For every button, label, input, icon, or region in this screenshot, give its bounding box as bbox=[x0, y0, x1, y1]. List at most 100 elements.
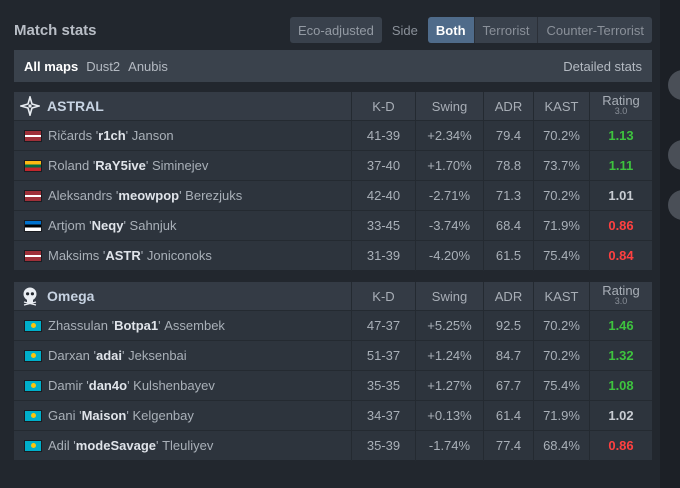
player-row[interactable]: Roland ' RaY5ive ' Siminejev 37-40 +1.70% 78.… bbox=[14, 150, 652, 181]
side-option-terrorist[interactable]: Terrorist bbox=[473, 17, 538, 43]
kazakhstan-sun-icon bbox=[31, 412, 36, 418]
player-name-cell[interactable]: Roland ' RaY5ive ' Siminejev bbox=[14, 158, 351, 173]
player-name-cell[interactable]: Gani ' Maison ' Kelgenbay bbox=[14, 408, 351, 423]
latvia-flag-icon bbox=[24, 189, 42, 202]
adr-value: 84.7 bbox=[483, 340, 533, 371]
adr-header[interactable]: ADR bbox=[483, 282, 533, 310]
swing-value: -2.71% bbox=[415, 180, 483, 211]
omega-skull-icon[interactable] bbox=[20, 286, 40, 306]
player-name-cell[interactable]: Darxan ' adai ' Jeksenbai bbox=[14, 348, 351, 363]
kazakhstan-flag-icon bbox=[24, 409, 42, 422]
avatar[interactable] bbox=[668, 190, 680, 220]
team-header: Omega K-D Swing ADR KAST Rating 3.0 bbox=[14, 282, 652, 310]
map-tab-dust2[interactable]: Dust2 bbox=[86, 58, 121, 74]
kast-value: 68.4% bbox=[533, 430, 589, 461]
rating-version: 3.0 bbox=[614, 296, 628, 306]
avatar[interactable] bbox=[668, 140, 680, 170]
player-name-cell[interactable]: Aleksandrs ' meowpop ' Berezjuks bbox=[14, 188, 351, 203]
adr-value: 92.5 bbox=[483, 310, 533, 341]
rating-value: 1.46 bbox=[589, 310, 652, 341]
side-label: Side bbox=[391, 22, 418, 38]
swing-value: -3.74% bbox=[415, 210, 483, 241]
detailed-stats-link[interactable]: Detailed stats bbox=[563, 58, 642, 74]
adr-value: 79.4 bbox=[483, 120, 533, 151]
lithuania-flag-icon bbox=[24, 159, 42, 172]
player-row[interactable]: Adil ' modeSavage ' Tleuliyev 35-39 -1.74% 77… bbox=[14, 430, 652, 461]
player-name-cell[interactable]: Ričards ' r1ch ' Janson bbox=[14, 128, 351, 143]
map-tab-all-maps[interactable]: All maps bbox=[24, 58, 79, 74]
adr-value: 67.7 bbox=[483, 370, 533, 401]
player-row[interactable]: Darxan ' adai ' Jeksenbai 51-37 +1.24% 84.7 70… bbox=[14, 340, 652, 371]
player-last-name: Kelgenbay bbox=[132, 408, 194, 423]
eco-adjusted-toggle[interactable]: Eco-adjusted bbox=[289, 17, 382, 43]
kast-value: 70.2% bbox=[533, 180, 589, 211]
player-first-name: Maksims bbox=[48, 248, 100, 263]
team-name[interactable]: Omega bbox=[47, 288, 95, 304]
rating-header-label: Rating bbox=[602, 93, 640, 108]
player-name-cell[interactable]: Artjom ' Neqy ' Sahnjuk bbox=[14, 218, 351, 233]
player-row[interactable]: Maksims ' ASTR ' Joniconoks 31-39 -4.20% 61.5… bbox=[14, 240, 652, 271]
kd-value: 34-37 bbox=[351, 400, 415, 431]
kazakhstan-sun-icon bbox=[31, 352, 36, 358]
page-title: Match stats bbox=[14, 21, 97, 39]
player-first-name: Roland bbox=[48, 158, 90, 173]
kast-value: 71.9% bbox=[533, 210, 589, 241]
player-first-name: Aleksandrs bbox=[48, 188, 113, 203]
rating-value: 0.84 bbox=[589, 240, 652, 271]
player-name-cell[interactable]: Adil ' modeSavage ' Tleuliyev bbox=[14, 438, 351, 453]
rating-header[interactable]: Rating 3.0 bbox=[589, 92, 652, 120]
swing-value: +1.70% bbox=[415, 150, 483, 181]
kd-value: 31-39 bbox=[351, 240, 415, 271]
rating-value: 1.02 bbox=[589, 400, 652, 431]
player-row[interactable]: Aleksandrs ' meowpop ' Berezjuks 42-40 -2.71… bbox=[14, 180, 652, 211]
player-row[interactable]: Damir ' dan4o ' Kulshenbayev 35-35 +1.27% 67.… bbox=[14, 370, 652, 401]
player-last-name: Jeksenbai bbox=[128, 348, 187, 363]
side-selector: Both Terrorist Counter-Terrorist bbox=[427, 17, 652, 43]
kast-header[interactable]: KAST bbox=[533, 92, 589, 120]
estonia-flag-icon bbox=[24, 219, 42, 232]
team-table-omega: Omega K-D Swing ADR KAST Rating 3.0 Zhas… bbox=[14, 282, 652, 461]
kd-value: 47-37 bbox=[351, 310, 415, 341]
rating-value: 1.01 bbox=[589, 180, 652, 211]
player-last-name: Berezjuks bbox=[185, 188, 243, 203]
player-last-name: Janson bbox=[131, 128, 174, 143]
player-name-cell[interactable]: Zhassulan ' Botpa1 ' Assembek bbox=[14, 318, 351, 333]
player-row[interactable]: Zhassulan ' Botpa1 ' Assembek 47-37 +5.25% 92… bbox=[14, 310, 652, 341]
player-row[interactable]: Artjom ' Neqy ' Sahnjuk 33-45 -3.74% 68.4 71.9… bbox=[14, 210, 652, 241]
player-last-name: Assembek bbox=[164, 318, 225, 333]
rating-value: 1.08 bbox=[589, 370, 652, 401]
adr-value: 77.4 bbox=[483, 430, 533, 461]
team-name-cell: ASTRAL bbox=[14, 94, 351, 118]
kast-header[interactable]: KAST bbox=[533, 282, 589, 310]
astral-star-icon[interactable] bbox=[18, 94, 42, 118]
team-name[interactable]: ASTRAL bbox=[47, 98, 104, 114]
player-first-name: Darxan bbox=[48, 348, 90, 363]
map-tab-anubis[interactable]: Anubis bbox=[128, 58, 168, 74]
swing-header[interactable]: Swing bbox=[415, 282, 483, 310]
player-nickname: r1ch bbox=[98, 128, 126, 143]
side-option-both[interactable]: Both bbox=[427, 17, 474, 43]
player-nickname: Botpa1 bbox=[114, 318, 159, 333]
adr-header[interactable]: ADR bbox=[483, 92, 533, 120]
rating-value: 1.32 bbox=[589, 340, 652, 371]
kd-header[interactable]: K-D bbox=[351, 282, 415, 310]
side-option-counter-terrorist[interactable]: Counter-Terrorist bbox=[537, 17, 652, 43]
kd-header[interactable]: K-D bbox=[351, 92, 415, 120]
player-row[interactable]: Ričards ' r1ch ' Janson 41-39 +2.34% 79.4 70.2… bbox=[14, 120, 652, 151]
player-nickname: ASTR bbox=[105, 248, 141, 263]
player-name-cell[interactable]: Maksims ' ASTR ' Joniconoks bbox=[14, 248, 351, 263]
rating-header[interactable]: Rating 3.0 bbox=[589, 282, 652, 310]
player-row[interactable]: Gani ' Maison ' Kelgenbay 34-37 +0.13% 61.4 71… bbox=[14, 400, 652, 431]
swing-header[interactable]: Swing bbox=[415, 92, 483, 120]
team-header: ASTRAL K-D Swing ADR KAST Rating 3.0 bbox=[14, 92, 652, 120]
kazakhstan-flag-icon bbox=[24, 439, 42, 452]
adr-value: 68.4 bbox=[483, 210, 533, 241]
adr-value: 61.5 bbox=[483, 240, 533, 271]
player-name-cell[interactable]: Damir ' dan4o ' Kulshenbayev bbox=[14, 378, 351, 393]
avatar[interactable] bbox=[668, 70, 680, 100]
kast-value: 73.7% bbox=[533, 150, 589, 181]
player-last-name: Siminejev bbox=[151, 158, 209, 173]
kazakhstan-sun-icon bbox=[31, 382, 36, 388]
latvia-flag-icon bbox=[24, 249, 42, 262]
player-last-name: Tleuliyev bbox=[162, 438, 214, 453]
